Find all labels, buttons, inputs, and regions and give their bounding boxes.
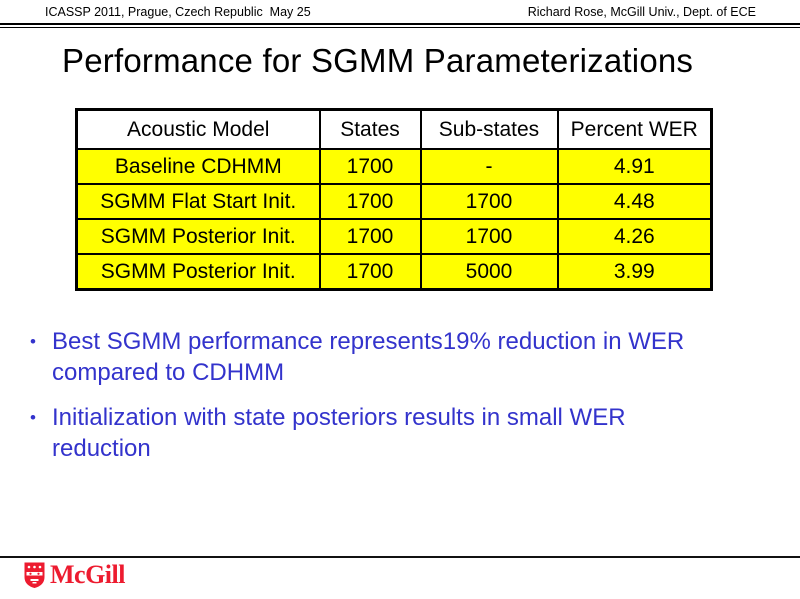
table-row: Baseline CDHMM 1700 - 4.91	[75, 148, 713, 185]
cell-model: Baseline CDHMM	[75, 148, 321, 185]
mcgill-logo: McGill	[24, 562, 125, 588]
results-table-container: Acoustic Model States Sub-states Percent…	[75, 108, 713, 291]
column-header-states: States	[318, 108, 422, 150]
bullet-icon: •	[30, 408, 36, 427]
cell-percent-wer: 4.91	[556, 148, 713, 185]
column-header-percent-wer: Percent WER	[556, 108, 713, 150]
cell-states: 1700	[318, 253, 422, 291]
cell-states: 1700	[318, 218, 422, 255]
table-row: SGMM Flat Start Init. 1700 1700 4.48	[75, 183, 713, 220]
cell-states: 1700	[318, 183, 422, 220]
cell-sub-states: 1700	[419, 183, 559, 220]
table-row: SGMM Posterior Init. 1700 5000 3.99	[75, 253, 713, 291]
cell-percent-wer: 3.99	[556, 253, 713, 291]
results-table: Acoustic Model States Sub-states Percent…	[75, 108, 713, 291]
cell-sub-states: -	[419, 148, 559, 185]
bullet-text-line: Best SGMM performance represents19% redu…	[52, 328, 685, 355]
bullet-text-line: compared to CDHMM	[52, 359, 285, 386]
list-item: • Initialization with state posteriors r…	[30, 402, 770, 464]
cell-percent-wer: 4.48	[556, 183, 713, 220]
footer-divider	[0, 556, 800, 558]
header-author-info: Richard Rose, McGill Univ., Dept. of ECE	[527, 5, 756, 19]
bullet-text-line: Initialization with state posteriors res…	[52, 404, 626, 431]
cell-sub-states: 5000	[419, 253, 559, 291]
mcgill-wordmark: McGill	[50, 560, 125, 589]
bullet-icon: •	[30, 332, 36, 351]
cell-model: SGMM Flat Start Init.	[75, 183, 321, 220]
header-conference-info: ICASSP 2011, Prague, Czech Republic May …	[45, 5, 311, 19]
list-item: • Best SGMM performance represents19% re…	[30, 326, 770, 388]
cell-model: SGMM Posterior Init.	[75, 253, 321, 291]
bullet-text-line: reduction	[52, 435, 151, 462]
column-header-acoustic-model: Acoustic Model	[75, 108, 321, 150]
cell-model: SGMM Posterior Init.	[75, 218, 321, 255]
mcgill-shield-icon	[24, 562, 45, 588]
table-row: SGMM Posterior Init. 1700 1700 4.26	[75, 218, 713, 255]
header-divider	[0, 23, 800, 28]
table-header-row: Acoustic Model States Sub-states Percent…	[75, 108, 713, 150]
cell-percent-wer: 4.26	[556, 218, 713, 255]
slide-title: Performance for SGMM Parameterizations	[62, 42, 694, 79]
cell-sub-states: 1700	[419, 218, 559, 255]
column-header-sub-states: Sub-states	[419, 108, 559, 150]
bullet-list: • Best SGMM performance represents19% re…	[30, 326, 770, 478]
cell-states: 1700	[318, 148, 422, 185]
